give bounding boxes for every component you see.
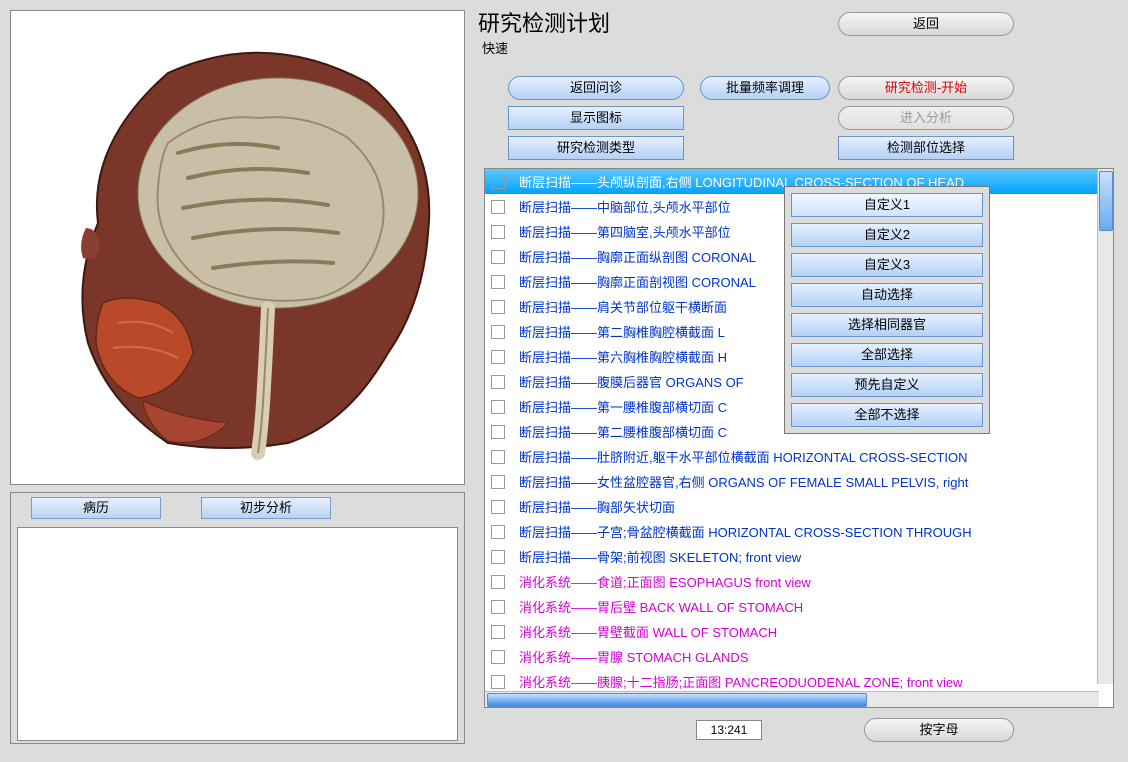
list-item-label: 断层扫描——中脑部位,头颅水平部位 [519,197,731,216]
menu-item[interactable]: 全部选择 [791,343,983,367]
research-start-button[interactable]: 研究检测-开始 [838,76,1014,100]
list-item-label: 断层扫描——子宫;骨盆腔横截面 HORIZONTAL CROSS-SECTION… [519,522,972,541]
list-item-label: 断层扫描——女性盆腔器官,右侧 ORGANS OF FEMALE SMALL P… [519,472,968,491]
list-item[interactable]: 断层扫描——子宫;骨盆腔横截面 HORIZONTAL CROSS-SECTION… [485,519,1113,544]
checkbox[interactable] [491,475,505,489]
checkbox[interactable] [491,675,505,689]
checkbox[interactable] [491,575,505,589]
list-item-label: 消化系统——胃腺 STOMACH GLANDS [519,647,748,666]
checkbox[interactable] [491,625,505,639]
list-item-label: 断层扫描——第二腰椎腹部横切面 C [519,422,727,441]
checkbox[interactable] [491,425,505,439]
checkbox[interactable] [491,650,505,664]
horizontal-scrollbar[interactable] [485,691,1099,707]
list-item-label: 消化系统——胰腺;十二指肠;正面图 PANCREODUODENAL ZONE; … [519,672,963,691]
list-item-label: 断层扫描——第一腰椎腹部横切面 C [519,397,727,416]
list-item-label: 断层扫描——第六胸椎胸腔横截面 H [519,347,727,366]
vertical-scroll-thumb[interactable] [1099,171,1113,231]
checkbox[interactable] [491,200,505,214]
checkbox[interactable] [491,600,505,614]
checkbox[interactable] [491,525,505,539]
context-menu: 自定义1 自定义2 自定义3 自动选择选择相同器官全部选择预先自定义全部不选择 [784,186,990,434]
list-item-label: 消化系统——胃壁截面 WALL OF STOMACH [519,622,777,641]
list-item[interactable]: 消化系统——胃腺 STOMACH GLANDS [485,644,1113,669]
list-item[interactable]: 消化系统——胃后壁 BACK WALL OF STOMACH [485,594,1113,619]
list-item-label: 断层扫描——胸廓正面剖视图 CORONAL [519,272,756,291]
menu-item[interactable]: 预先自定义 [791,373,983,397]
anatomy-image-panel [10,10,465,485]
list-item[interactable]: 消化系统——食道;正面图 ESOPHAGUS front view [485,569,1113,594]
checkbox[interactable] [491,550,505,564]
tab-content-area [17,527,458,741]
list-item[interactable]: 消化系统——胃壁截面 WALL OF STOMACH [485,619,1113,644]
show-icon-button[interactable]: 显示图标 [508,106,684,130]
checkbox[interactable] [491,375,505,389]
counter-display: 13:241 [696,720,762,740]
list-item-label: 消化系统——食道;正面图 ESOPHAGUS front view [519,572,811,591]
list-item[interactable]: 断层扫描——肚脐附近,躯干水平部位横截面 HORIZONTAL CROSS-SE… [485,444,1113,469]
return-inquiry-button[interactable]: 返回问诊 [508,76,684,100]
list-item-label: 断层扫描——肚脐附近,躯干水平部位横截面 HORIZONTAL CROSS-SE… [519,447,968,466]
checkbox[interactable] [491,225,505,239]
checkbox[interactable] [491,450,505,464]
list-item-label: 断层扫描——骨架;前视图 SKELETON; front view [519,547,801,566]
checkbox[interactable] [491,325,505,339]
page-title: 研究检测计划 [478,6,610,38]
batch-freq-button[interactable]: 批量频率调理 [700,76,830,100]
menu-item[interactable]: 选择相同器官 [791,313,983,337]
tab-analysis[interactable]: 初步分析 [201,497,331,519]
list-item-label: 消化系统——胃后壁 BACK WALL OF STOMACH [519,597,803,616]
analyze-button: 进入分析 [838,106,1014,130]
research-type-button[interactable]: 研究检测类型 [508,136,684,160]
menu-item[interactable]: 自动选择 [791,283,983,307]
list-item-label: 断层扫描——腹膜后器官 ORGANS OF [519,372,744,391]
horizontal-scroll-thumb[interactable] [487,693,867,707]
menu-item[interactable]: 自定义3 [791,253,983,277]
list-item[interactable]: 断层扫描——女性盆腔器官,右侧 ORGANS OF FEMALE SMALL P… [485,469,1113,494]
menu-item[interactable]: 自定义2 [791,223,983,247]
sort-button[interactable]: 按字母 [864,718,1014,742]
checkbox[interactable] [491,275,505,289]
page-title-block: 研究检测计划 快速 [478,6,610,57]
region-select-button[interactable]: 检测部位选择 [838,136,1014,160]
list-item[interactable]: 断层扫描——骨架;前视图 SKELETON; front view [485,544,1113,569]
back-button[interactable]: 返回 [838,12,1014,36]
list-item[interactable]: 断层扫描——胸部矢状切面 [485,494,1113,519]
checkbox[interactable] [491,300,505,314]
lower-left-panel: 病历 初步分析 [10,492,465,744]
vertical-scrollbar[interactable] [1097,169,1113,684]
list-item-label: 断层扫描——胸廓正面纵剖图 CORONAL [519,247,756,266]
list-item-label: 断层扫描——第四脑室,头颅水平部位 [519,222,731,241]
list-item-label: 断层扫描——第二胸椎胸腔横截面 L [519,322,725,341]
menu-item[interactable]: 自定义1 [791,193,983,217]
anatomy-illustration [28,23,448,473]
checkbox[interactable] [491,175,505,189]
checkbox[interactable] [491,400,505,414]
page-subtitle: 快速 [482,38,610,57]
tab-history[interactable]: 病历 [31,497,161,519]
checkbox[interactable] [491,250,505,264]
menu-item[interactable]: 全部不选择 [791,403,983,427]
list-item-label: 断层扫描——胸部矢状切面 [519,497,675,516]
list-item-label: 断层扫描——肩关节部位躯干横断面 [519,297,727,316]
checkbox[interactable] [491,350,505,364]
checkbox[interactable] [491,500,505,514]
